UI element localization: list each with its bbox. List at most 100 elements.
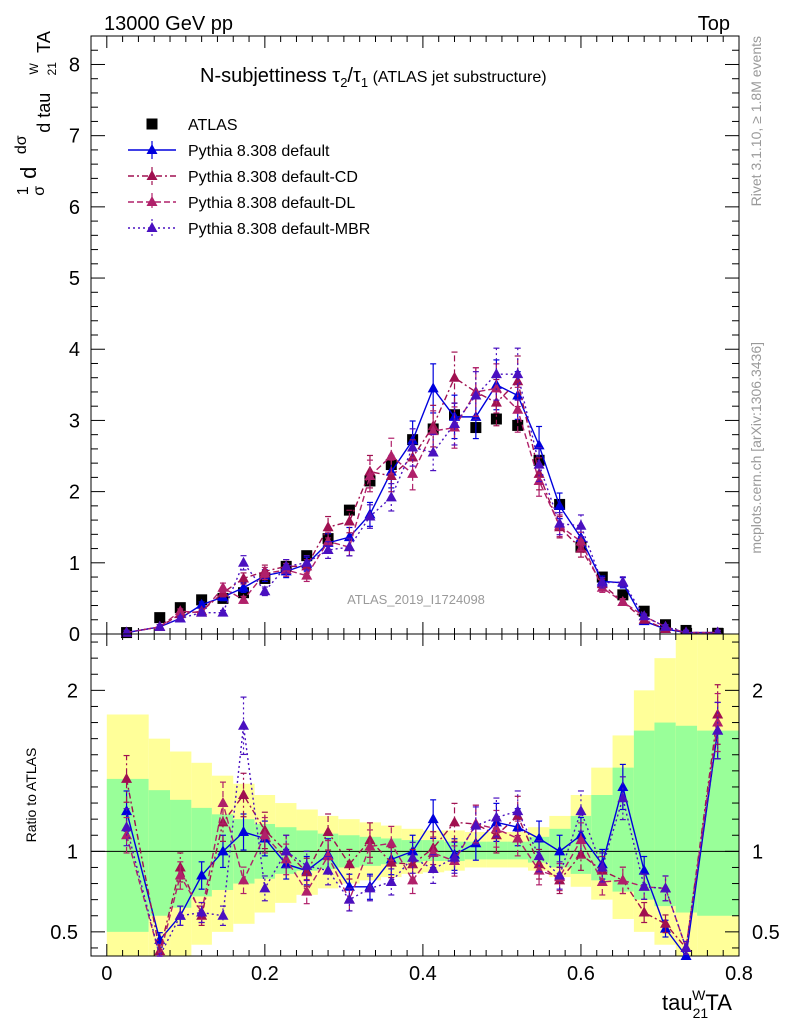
ratio-panel: 0.5 0.5 1 1 2 2 — [50, 633, 780, 960]
data-point — [554, 517, 566, 528]
data-point — [385, 856, 397, 867]
legend-entry: Pythia 8.308 default-CD — [128, 167, 358, 186]
data-point — [154, 945, 166, 956]
data-point — [196, 598, 208, 609]
green-band-bin — [612, 767, 634, 892]
data-point — [407, 874, 419, 885]
data-point — [217, 909, 229, 920]
data-point — [533, 850, 545, 861]
title-tau2-sub: 2 — [340, 75, 347, 90]
y-tick-label: 2 — [67, 680, 78, 702]
data-point — [407, 451, 419, 462]
ratio-ticks — [91, 634, 740, 956]
data-point — [575, 805, 587, 816]
data-point — [512, 832, 524, 843]
data-point — [554, 499, 566, 510]
ratio-series — [91, 684, 739, 960]
ratio-ytick-labels: 0.5 0.5 1 1 2 2 — [50, 680, 780, 944]
data-point — [617, 780, 629, 791]
y-tick-label: 4 — [69, 339, 80, 361]
data-point — [301, 569, 313, 580]
data-point — [490, 811, 502, 822]
title-tau2: τ — [332, 65, 340, 87]
data-point — [427, 813, 439, 824]
data-point — [121, 821, 133, 832]
x-tick-label: 0.2 — [251, 963, 279, 985]
data-point — [596, 576, 608, 587]
data-point — [449, 417, 461, 428]
process-label: Top — [698, 13, 730, 35]
green-band-bin — [296, 830, 318, 871]
data-point — [407, 467, 419, 478]
data-point — [146, 144, 158, 154]
data-point — [146, 196, 158, 206]
y-tick-label-right: 1 — [752, 841, 763, 863]
green-band-bin — [106, 778, 149, 932]
data-point — [146, 118, 158, 130]
data-point — [343, 893, 355, 904]
data-point — [343, 515, 355, 526]
title-tau1-sub: 1 — [361, 75, 368, 90]
y-tick-label: 1 — [67, 841, 78, 863]
data-point — [301, 885, 313, 896]
series-line — [126, 383, 718, 634]
data-point — [490, 368, 502, 379]
ylabel-main: 1 σ d dσ d tau W 21 TA — [13, 31, 59, 196]
data-point — [174, 909, 186, 920]
data-point — [259, 882, 271, 893]
legend-entry: Pythia 8.308 default-MBR — [128, 219, 370, 238]
mcplots-label: mcplots.cern.ch [arXiv:1306.3436] — [748, 342, 764, 554]
x-tick-label: 0 — [101, 963, 112, 985]
x-tick-label: 0.6 — [567, 963, 595, 985]
series-pythia-8-308-default-mbr — [121, 696, 724, 958]
data-point — [490, 822, 502, 833]
data-point — [174, 605, 186, 616]
data-point — [385, 450, 397, 461]
data-point — [301, 556, 313, 567]
data-point — [407, 851, 419, 862]
data-point — [660, 620, 672, 631]
data-point — [238, 789, 250, 799]
energy-label: 13000 GeV pp — [104, 13, 233, 35]
legend-label: Pythia 8.308 default — [188, 143, 330, 160]
data-point — [301, 859, 313, 870]
data-point — [322, 521, 334, 532]
data-point — [554, 869, 566, 880]
data-point — [512, 403, 524, 414]
y-tick-label: 7 — [69, 126, 80, 148]
data-point — [146, 222, 158, 232]
data-point — [364, 834, 376, 845]
main-series — [121, 347, 724, 639]
data-point — [512, 419, 524, 431]
data-point — [322, 850, 334, 861]
data-point — [385, 837, 397, 848]
legend-entry: Pythia 8.308 default-DL — [128, 193, 355, 212]
data-point — [638, 864, 650, 875]
legend-entry: Pythia 8.308 default — [128, 141, 330, 160]
data-point — [638, 906, 650, 917]
y-tick-label: 6 — [69, 197, 80, 219]
x-tick-label: 0.4 — [409, 963, 437, 985]
data-point — [470, 389, 482, 400]
data-point — [617, 589, 629, 601]
data-point — [385, 491, 397, 502]
y-tick-label: 2 — [69, 482, 80, 504]
data-point — [196, 606, 208, 617]
data-point — [280, 845, 292, 856]
data-point — [470, 819, 482, 830]
data-point — [575, 834, 587, 845]
data-point — [280, 560, 292, 571]
series-line — [126, 373, 718, 634]
data-point — [343, 541, 355, 552]
analysis-label: ATLAS_2019_I1724098 — [347, 592, 485, 607]
data-point — [146, 170, 158, 180]
data-point — [154, 612, 166, 624]
data-point — [364, 840, 376, 851]
data-point — [712, 716, 724, 727]
series-line — [126, 376, 718, 634]
x-tick-label: 0.8 — [725, 963, 753, 985]
data-point — [533, 439, 545, 450]
legend-label: Pythia 8.308 default-MBR — [188, 221, 370, 238]
title-main-text: N-subjettiness — [200, 65, 332, 87]
